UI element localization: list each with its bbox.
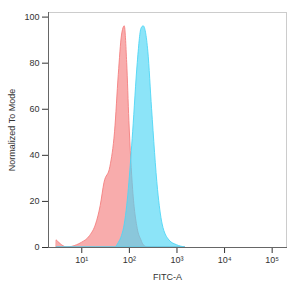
svg-text:10⁴: 10⁴ — [218, 255, 232, 265]
svg-text:20: 20 — [29, 196, 39, 206]
svg-text:10³: 10³ — [170, 255, 183, 265]
svg-text:Normalized To Mode: Normalized To Mode — [7, 89, 17, 171]
svg-text:100: 100 — [24, 12, 39, 22]
svg-text:80: 80 — [29, 58, 39, 68]
svg-text:10²: 10² — [123, 255, 136, 265]
svg-text:10¹: 10¹ — [75, 255, 88, 265]
svg-text:60: 60 — [29, 104, 39, 114]
svg-text:10⁵: 10⁵ — [265, 255, 279, 265]
svg-text:0: 0 — [34, 242, 39, 252]
svg-text:FITC-A: FITC-A — [153, 272, 182, 282]
svg-text:40: 40 — [29, 150, 39, 160]
